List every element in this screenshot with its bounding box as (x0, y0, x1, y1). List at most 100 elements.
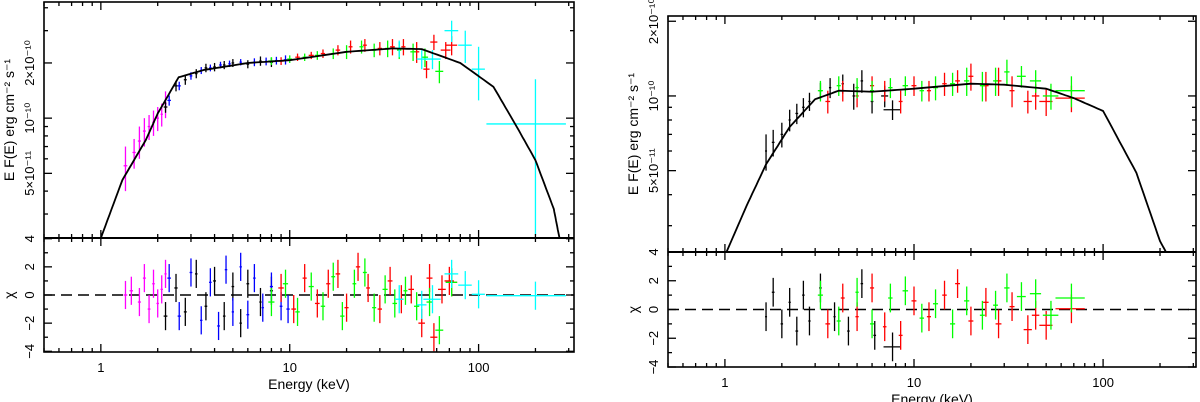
residual-series-4 (278, 252, 458, 352)
residual-point (911, 286, 917, 316)
data-point (147, 115, 151, 141)
residual-point (209, 268, 212, 297)
residual-point (183, 297, 187, 326)
residual-point (435, 316, 444, 345)
data-point (132, 138, 136, 169)
residual-point (392, 289, 398, 318)
data-point (979, 71, 985, 102)
residual-point (458, 271, 472, 300)
data-point (995, 67, 1002, 96)
residual-point (278, 273, 284, 303)
residual-point (123, 280, 128, 310)
y-tick-label: 10⁻¹⁰ (646, 81, 661, 112)
chi-tick-label: 2 (646, 277, 661, 284)
residual-point (1009, 292, 1015, 321)
x-tick-label: 100 (1092, 375, 1114, 390)
residual-point (268, 287, 275, 317)
residual-point (795, 316, 799, 346)
residual-point (426, 287, 433, 317)
data-point (423, 60, 430, 79)
residual-point (888, 283, 893, 313)
residual-point (993, 290, 998, 320)
y-axis-title: E F(E) erg cm⁻² s⁻¹ (625, 73, 641, 195)
residual-point (926, 302, 932, 332)
chi-tick-label: −4 (646, 360, 661, 375)
residual-point (1004, 273, 1010, 303)
residual-point (855, 277, 859, 307)
residual-point (377, 295, 382, 324)
y-tick-label: 2×10⁻¹⁰ (22, 40, 37, 86)
residual-point (955, 269, 960, 298)
y-ticks (44, 7, 574, 352)
data-point (1004, 59, 1010, 86)
data-point (414, 42, 420, 63)
residual-point (968, 306, 974, 336)
chart-panel-2: 1 10 100 Energy (keV) 2×10⁻¹⁰ 10⁻¹⁰ 5×10⁻¹¹ E F… (625, 0, 1197, 402)
data-point (828, 78, 832, 99)
residual-point (231, 297, 235, 326)
residual-point (286, 295, 290, 324)
residual-point (869, 309, 875, 339)
data-point (883, 100, 901, 120)
residual-point (174, 273, 178, 303)
residual-point (372, 293, 377, 322)
data-point (836, 76, 841, 96)
residual-point (382, 275, 388, 304)
data-point (410, 43, 416, 61)
data-point (932, 76, 939, 101)
data-point (852, 83, 855, 110)
residual-point (291, 295, 297, 324)
residual-point (1055, 294, 1085, 324)
data-series-1 (765, 70, 901, 171)
data-point (390, 39, 395, 56)
residual-point (200, 306, 203, 335)
residual-point (177, 302, 181, 331)
data-point (949, 72, 956, 96)
model-curve (100, 47, 561, 238)
residual-point (217, 311, 220, 341)
residual-point (167, 264, 171, 293)
data-point (444, 20, 459, 43)
residual-point (387, 266, 393, 295)
residual-point (163, 302, 168, 331)
chi-axis-title: χ (625, 305, 641, 313)
data-point (156, 107, 159, 132)
x-ticks (43, 2, 570, 352)
chi-tick-label: −4 (22, 344, 37, 359)
data-point (194, 69, 198, 79)
data-point (435, 60, 444, 84)
residual-point (295, 297, 300, 326)
data-point (911, 76, 917, 96)
data-point (183, 74, 187, 85)
residual-point (486, 281, 566, 310)
residual-point (438, 275, 446, 304)
residual-point (129, 276, 134, 305)
data-point (942, 72, 947, 96)
residual-point (788, 287, 791, 317)
x-ticks (667, 16, 1194, 367)
data-point (137, 126, 141, 159)
x-tick-label: 100 (468, 360, 490, 375)
residual-point (164, 259, 167, 288)
data-point (1009, 76, 1015, 108)
y-tick-label: 10⁻¹⁰ (22, 103, 37, 134)
data-point (213, 62, 216, 72)
residual-point (423, 285, 441, 314)
model-curve (725, 82, 1167, 252)
residual-plot (668, 269, 1196, 362)
data-point (993, 67, 998, 96)
residual-point (825, 309, 831, 339)
residual-point (444, 259, 459, 288)
residual-point (802, 280, 805, 310)
residual-point (366, 273, 370, 303)
residual-series-1 (765, 269, 901, 362)
data-point (167, 95, 171, 106)
residual-point (765, 302, 768, 332)
residual-point (855, 302, 859, 332)
x-axis-title: Energy (keV) (268, 376, 350, 392)
x-axis-title: Energy (keV) (891, 391, 973, 402)
residual-point (414, 292, 420, 321)
data-point (902, 76, 909, 96)
residual-point (308, 272, 314, 301)
data-point (259, 56, 262, 66)
